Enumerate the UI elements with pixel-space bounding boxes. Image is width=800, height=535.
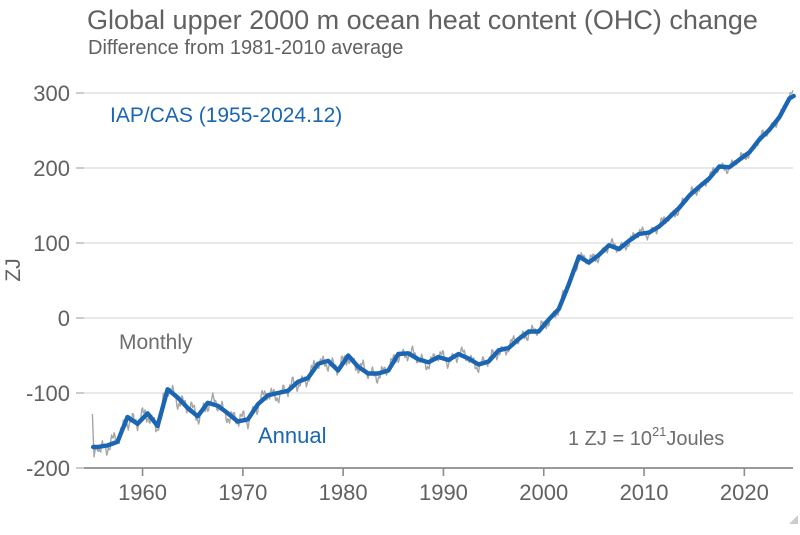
monthly-line xyxy=(91,90,794,458)
x-tick-label: 1980 xyxy=(319,480,368,505)
unit-footnote-prefix: 1 ZJ = 10 xyxy=(568,428,652,450)
y-tick-label: 0 xyxy=(58,306,70,331)
corner-resize-mark xyxy=(789,515,798,524)
y-tick-label: 100 xyxy=(33,231,70,256)
legend-dataset-label: IAP/CAS (1955-2024.12) xyxy=(110,104,343,127)
y-gridlines xyxy=(76,92,793,469)
annual-series-label: Annual xyxy=(258,423,327,448)
unit-footnote: 1 ZJ = 1021Joules xyxy=(568,424,724,451)
x-axis xyxy=(84,467,793,476)
x-tick-label: 2000 xyxy=(519,480,568,505)
x-tick-label: 2010 xyxy=(620,480,669,505)
chart-subtitle: Difference from 1981-2010 average xyxy=(88,37,404,59)
x-tick-label: 2020 xyxy=(720,480,769,505)
x-tick-labels: 1960 1970 1980 1990 2000 2010 2020 xyxy=(118,480,769,505)
y-tick-label: -100 xyxy=(26,381,70,406)
y-tick-label: 300 xyxy=(33,81,70,106)
x-tick-label: 1960 xyxy=(118,480,167,505)
unit-footnote-suffix: Joules xyxy=(666,428,725,450)
monthly-series-label: Monthly xyxy=(119,331,193,354)
y-tick-label: 200 xyxy=(33,156,70,181)
x-tick-label: 1970 xyxy=(218,480,267,505)
unit-footnote-exponent: 21 xyxy=(651,424,667,439)
y-tick-label: -200 xyxy=(26,456,70,481)
y-axis-title: ZJ xyxy=(2,258,25,282)
x-tick-label: 1990 xyxy=(419,480,468,505)
y-tick-labels: 300 200 100 0 -100 -200 xyxy=(26,81,70,481)
annual-line xyxy=(91,93,796,450)
chart-title: Global upper 2000 m ocean heat content (… xyxy=(87,5,758,35)
